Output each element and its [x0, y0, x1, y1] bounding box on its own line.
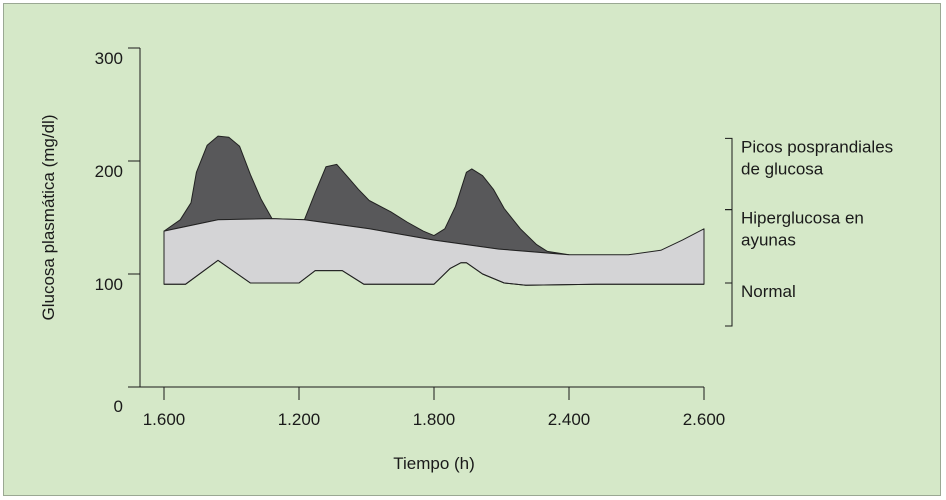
x-tick-label: 2.600	[683, 410, 726, 429]
annotation-label: Hiperglucosa en	[741, 209, 864, 228]
annotation-hiperglucosa-en-ayunas: Hiperglucosa en ayunas	[725, 209, 864, 284]
annotation-picos-posprandiales-de-glucosa: Picos posprandiales de glucosa	[725, 137, 893, 211]
bracket	[725, 282, 733, 327]
bracket	[725, 209, 733, 284]
y-tick-label: 300	[95, 49, 123, 68]
bracket	[725, 137, 733, 211]
x-tick-label: 2.400	[548, 410, 591, 429]
x-tick-label: 1.800	[413, 410, 456, 429]
annotation-label: Normal	[741, 282, 796, 301]
annotations: Picos posprandiales de glucosa Hiperglucos…	[725, 137, 893, 327]
y-tick-label: 100	[95, 275, 123, 294]
x-axis-title: Tiempo (h)	[393, 454, 475, 473]
annotation-label: Picos posprandiales	[741, 137, 893, 156]
y-ticks: 0 100 200 300	[95, 47, 140, 416]
chart-areas	[163, 135, 705, 286]
line-normal	[164, 259, 704, 286]
y-axis-title: Glucosa plasmática (mg/dl)	[39, 115, 58, 321]
x-tick-label: 1.600	[143, 410, 186, 429]
annotation-label: de glucosa	[741, 159, 824, 178]
annotation-normal: Normal	[725, 282, 796, 327]
chart-axes	[128, 48, 704, 388]
area-hiperglucosa-en-ayunas	[163, 218, 705, 286]
y-tick-label: 0	[114, 397, 123, 416]
y-tick-label: 200	[95, 162, 123, 181]
x-tick-label: 1.200	[278, 410, 321, 429]
annotation-label: ayunas	[741, 231, 796, 250]
x-ticks: 1.600 1.200 1.800 2.400 2.600	[143, 387, 726, 429]
glucose-chart: 0 100 200 300 1.600 1.200 1.800 2.400 2.600 Tie…	[39, 47, 893, 473]
chart-frame: 0 100 200 300 1.600 1.200 1.800 2.400 2.600 Tie…	[3, 3, 941, 496]
